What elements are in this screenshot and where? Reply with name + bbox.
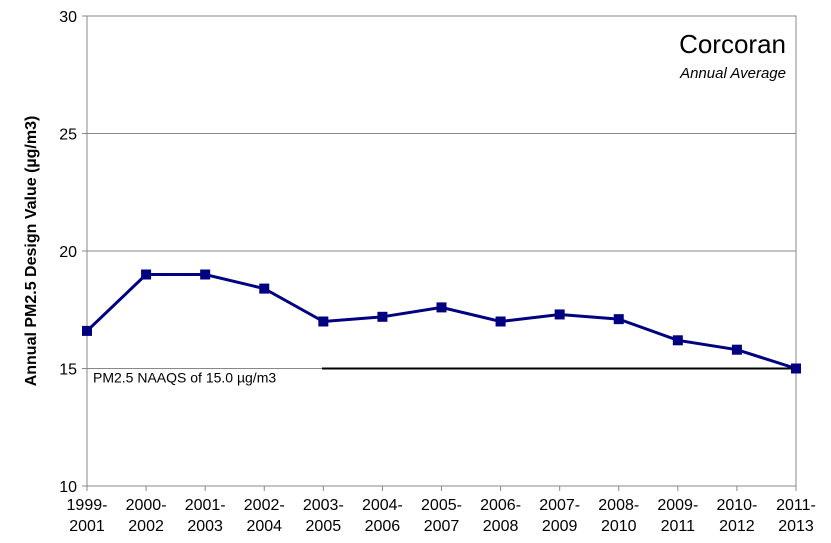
x-tick-label: 2008 xyxy=(483,518,519,535)
data-point xyxy=(259,283,270,294)
x-tick-label: 2003 xyxy=(187,518,223,535)
data-point xyxy=(495,316,506,327)
x-tick-label: 2000- xyxy=(126,497,167,514)
x-tick-label: 2009 xyxy=(542,518,578,535)
data-point xyxy=(141,269,152,280)
x-tick-label: 2011 xyxy=(661,518,696,535)
data-point xyxy=(318,316,329,327)
data-point xyxy=(613,314,624,325)
series-line xyxy=(85,273,797,370)
x-tick-label: 2005- xyxy=(421,497,462,514)
y-tick-label: 30 xyxy=(59,9,77,26)
y-axis-label: Annual PM2.5 Design Value (µg/m3) xyxy=(23,116,40,387)
y-tick-label: 15 xyxy=(59,362,77,379)
data-point xyxy=(791,363,801,374)
x-tick-label: 2010- xyxy=(716,497,757,514)
x-tick-label: 2010 xyxy=(601,518,637,535)
x-tick-label: 1999- xyxy=(67,497,108,514)
x-tick-label: 2004- xyxy=(362,497,403,514)
x-tick-label: 2002- xyxy=(244,497,285,514)
x-tick-label: 2001 xyxy=(69,518,105,535)
y-axis: 10 15 20 25 30 xyxy=(59,9,87,496)
x-tick-label: 2013 xyxy=(778,518,814,535)
x-tick-label: 2002 xyxy=(128,518,164,535)
grid-lines xyxy=(87,15,796,487)
y-tick-label: 10 xyxy=(59,479,77,496)
chart-title: Corcoran xyxy=(679,29,786,59)
series-markers xyxy=(82,269,801,374)
data-point xyxy=(436,302,447,313)
chart-subtitle: Annual Average xyxy=(679,65,786,82)
data-point xyxy=(82,325,92,336)
data-point xyxy=(672,335,683,346)
naaqs-reference-label: PM2.5 NAAQS of 15.0 µg/m3 xyxy=(93,370,276,386)
x-tick-label: 2001- xyxy=(185,497,226,514)
x-tick-label: 2007 xyxy=(424,518,460,535)
data-point xyxy=(554,309,565,320)
data-point xyxy=(731,344,742,355)
x-tick-label: 2003- xyxy=(303,497,344,514)
data-point xyxy=(200,269,211,280)
x-tick-label: 2012 xyxy=(719,518,755,535)
x-tick-label: 2005 xyxy=(306,518,342,535)
x-tick-label: 2007- xyxy=(539,497,580,514)
x-tick-label: 2004 xyxy=(246,518,282,535)
data-point xyxy=(377,311,388,322)
x-axis: 1999- 2001 2000- 2002 2001- 2003 2002- 2004 2003… xyxy=(67,486,816,535)
x-tick-label: 2009- xyxy=(657,497,698,514)
x-tick-label: 2008- xyxy=(598,497,639,514)
x-tick-label: 2006- xyxy=(480,497,521,514)
y-tick-label: 25 xyxy=(59,127,77,144)
x-tick-label: 2006 xyxy=(365,518,401,535)
y-tick-label: 20 xyxy=(59,244,77,261)
x-tick-label: 2011- xyxy=(776,497,816,514)
